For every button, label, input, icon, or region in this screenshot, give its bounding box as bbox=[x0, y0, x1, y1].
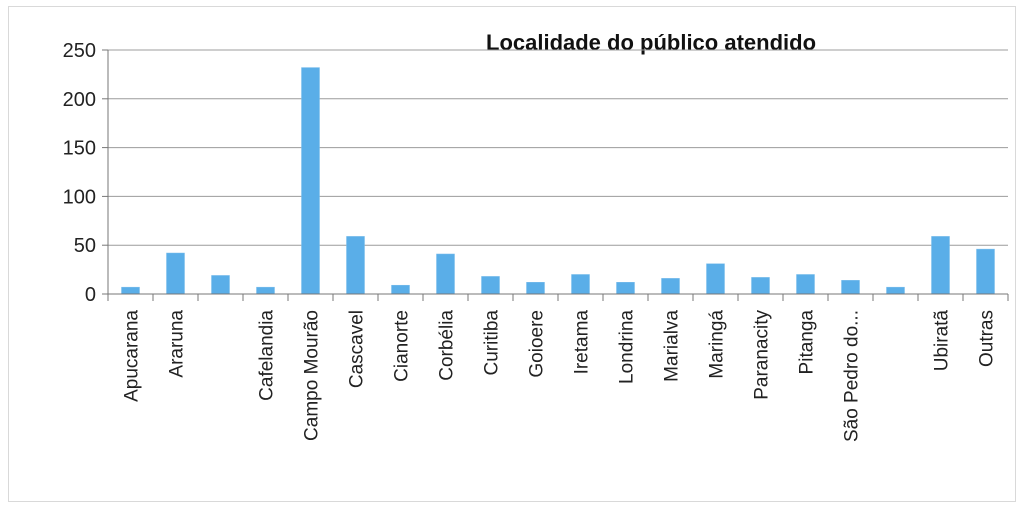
bar bbox=[796, 274, 815, 295]
bar bbox=[391, 284, 410, 295]
bar bbox=[571, 274, 590, 295]
x-tick-label: Paranacity bbox=[752, 310, 773, 400]
x-tick-label: Outras bbox=[977, 310, 998, 367]
bar bbox=[211, 275, 230, 295]
x-tick-label: São Pedro do... bbox=[842, 310, 863, 442]
bar bbox=[301, 67, 320, 295]
chart-title: Localidade do público atendido bbox=[486, 30, 816, 55]
x-tick-label: Iretama bbox=[572, 310, 593, 375]
gridlines bbox=[108, 49, 1008, 246]
bar bbox=[751, 277, 770, 295]
x-tick-label: Goioere bbox=[527, 310, 548, 378]
bar bbox=[256, 286, 275, 295]
x-tick-label: Cafelandia bbox=[257, 310, 278, 401]
bar bbox=[346, 236, 365, 295]
x-tick-label: Maringá bbox=[707, 310, 728, 379]
y-tick-label: 200 bbox=[63, 89, 96, 111]
bar bbox=[166, 252, 185, 295]
x-tick-label: Corbélia bbox=[437, 310, 458, 381]
bar bbox=[526, 282, 545, 295]
x-tick-label: Cianorte bbox=[392, 310, 413, 382]
bar bbox=[976, 248, 995, 295]
x-tick-label: Araruna bbox=[167, 310, 188, 378]
bar bbox=[121, 286, 140, 295]
x-tick-label: Curitiba bbox=[482, 310, 503, 376]
x-tick-label: Marialva bbox=[662, 310, 683, 382]
x-axis: Apucarana Araruna Cafelandia Campo Mourão Ca… bbox=[107, 293, 1009, 442]
bar bbox=[661, 278, 680, 295]
x-tick-label: Londrina bbox=[617, 310, 638, 384]
bar bbox=[436, 253, 455, 295]
y-tick-label: 250 bbox=[63, 40, 96, 62]
bars bbox=[121, 67, 995, 295]
bar bbox=[841, 280, 860, 295]
x-tick-label: Apucarana bbox=[122, 310, 143, 402]
bar bbox=[886, 286, 905, 295]
y-tick-label: 50 bbox=[74, 235, 96, 257]
y-tick-label: 100 bbox=[63, 186, 96, 208]
y-axis: 0 50 100 150 200 250 bbox=[63, 40, 109, 306]
bar bbox=[706, 263, 725, 295]
bar bbox=[616, 282, 635, 295]
bar bbox=[931, 236, 950, 295]
y-tick-label: 150 bbox=[63, 138, 96, 160]
x-tick-label: Pitanga bbox=[797, 310, 818, 375]
x-tick-label: Cascavel bbox=[347, 310, 368, 388]
x-tick-label: Ubiratã bbox=[932, 310, 953, 372]
bar bbox=[481, 276, 500, 295]
y-tick-label: 0 bbox=[85, 284, 96, 306]
x-tick-label: Campo Mourão bbox=[302, 310, 323, 441]
